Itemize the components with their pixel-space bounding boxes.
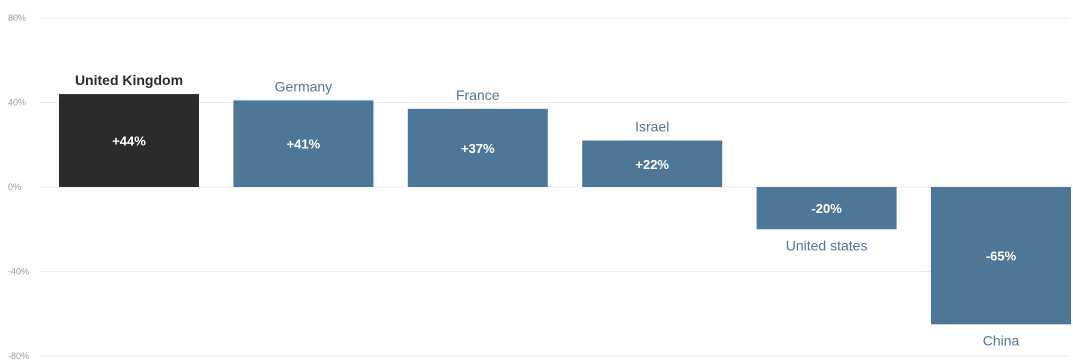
- category-label: United states: [786, 237, 868, 253]
- y-axis-ticks: 80% 40% 0% -40% -80%: [8, 13, 29, 360]
- bar-value-label: +44%: [112, 134, 146, 149]
- bar-united-kingdom: [59, 94, 199, 187]
- y-tick-label: 40%: [8, 98, 26, 108]
- y-tick-label: 80%: [8, 13, 26, 23]
- bar-value-label: +22%: [635, 157, 669, 172]
- bar-value-label: +41%: [287, 137, 321, 152]
- grid-layer: [40, 17, 1070, 357]
- category-label: France: [456, 87, 500, 103]
- bar-germany: [233, 100, 374, 187]
- y-tick-label: 0%: [8, 182, 21, 192]
- bar-value-label: +37%: [461, 141, 495, 156]
- bars: [59, 94, 1071, 325]
- category-label: United Kingdom: [75, 72, 183, 88]
- category-label: China: [983, 332, 1020, 348]
- y-tick-label: -80%: [8, 351, 29, 360]
- y-tick-label: -40%: [8, 267, 29, 277]
- category-label: Israel: [635, 119, 669, 135]
- bar-france: [407, 108, 548, 187]
- bar-israel: [582, 140, 723, 187]
- bar-labels: +44% United Kingdom +41% Germany +37% France +…: [75, 72, 1020, 348]
- category-label: Germany: [275, 78, 333, 94]
- bar-value-label: -65%: [986, 249, 1017, 264]
- bar-united-states: [756, 187, 897, 230]
- bar-value-label: -20%: [811, 201, 842, 216]
- bar-china: [931, 187, 1071, 325]
